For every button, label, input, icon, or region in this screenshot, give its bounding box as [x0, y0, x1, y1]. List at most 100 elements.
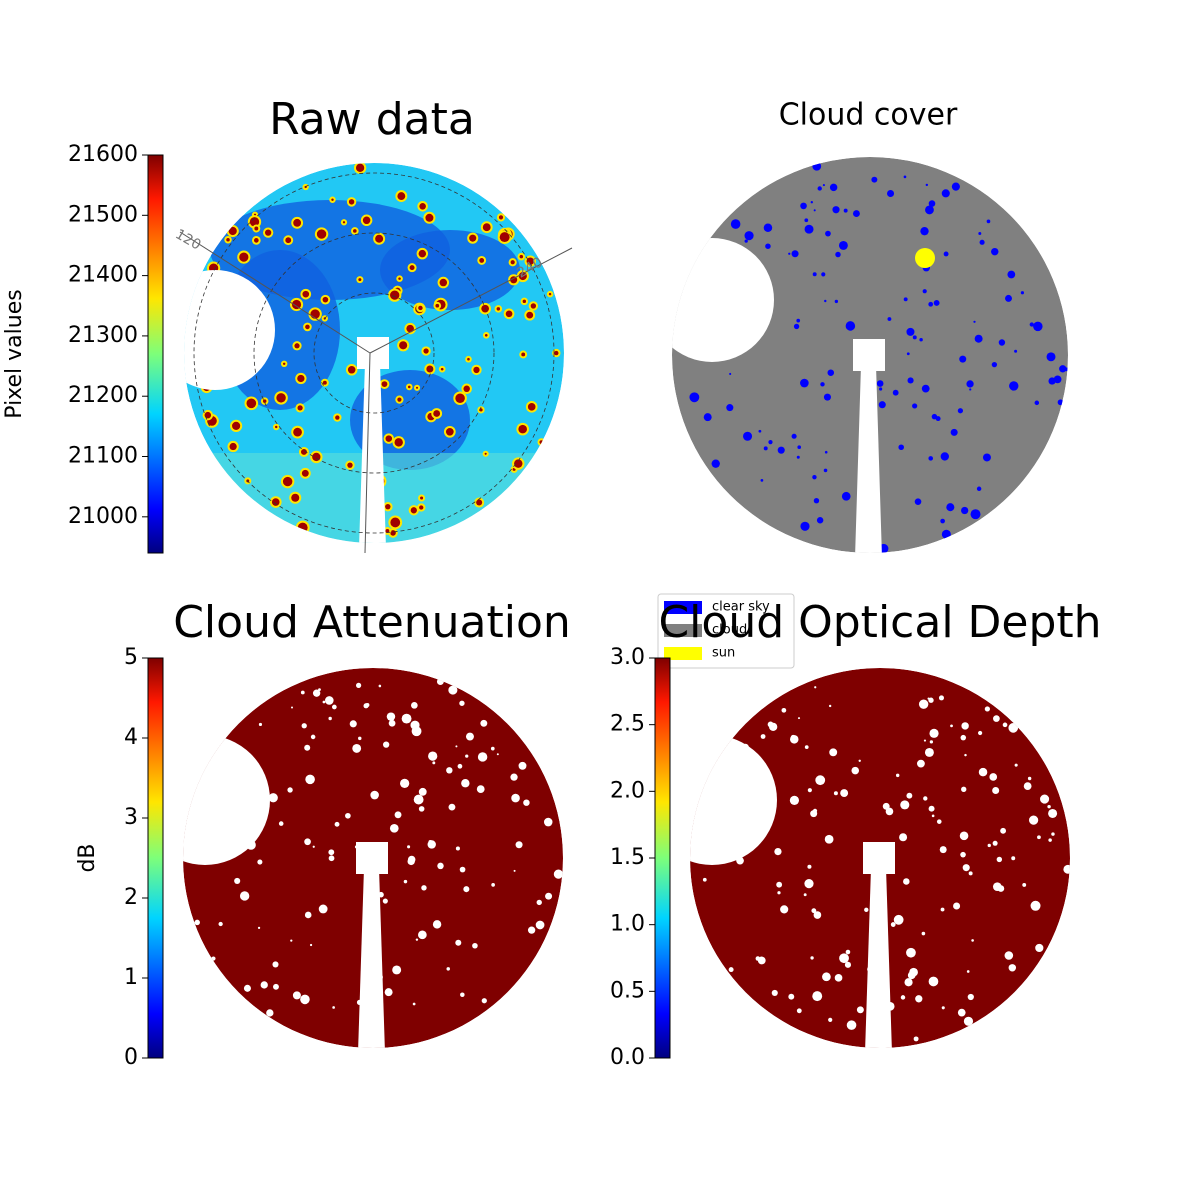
sky-spot: [381, 381, 388, 387]
sky-spot: [963, 1016, 974, 1026]
sky-notch: [690, 735, 777, 865]
sky-spot: [1002, 722, 1008, 728]
sky-spot: [921, 931, 926, 936]
sky-spot: [301, 723, 307, 729]
sky-spot: [1028, 815, 1039, 825]
sky-spot: [258, 722, 263, 727]
sky-spot: [992, 787, 1000, 795]
sky-spot: [1029, 322, 1034, 327]
sky-spot: [928, 976, 939, 987]
sky-spot: [472, 942, 478, 949]
sky-spot: [856, 1006, 864, 1014]
sky-spot: [793, 323, 800, 330]
sky-spot: [490, 746, 495, 751]
sky-spot: [496, 307, 501, 311]
sky-spot: [331, 198, 334, 201]
sky-spot: [455, 939, 462, 946]
sky-spot: [282, 476, 293, 487]
sky-spot: [828, 704, 832, 708]
sky-spot: [912, 403, 918, 409]
sky-spot: [514, 459, 523, 468]
sky-spot: [839, 953, 849, 964]
sky-spot: [810, 201, 813, 204]
sky-spot: [328, 855, 335, 862]
sky-spot: [959, 355, 967, 363]
sky-spot: [415, 386, 419, 389]
sky-spot: [455, 745, 458, 748]
sky-spot: [312, 689, 321, 697]
sky-spot: [482, 223, 491, 232]
sky-spot: [763, 223, 773, 233]
sky-spot: [436, 678, 444, 685]
sky-spot: [385, 503, 391, 510]
sky-spot: [510, 276, 518, 284]
sky-spot: [294, 343, 300, 349]
sky-spot: [291, 299, 302, 310]
sky-spot: [491, 883, 495, 887]
sky-spot: [816, 517, 824, 524]
sky-spot: [961, 722, 969, 730]
sky-spot: [726, 404, 734, 412]
sky-spot: [804, 218, 809, 223]
sky-spot: [243, 984, 251, 992]
sky-spot: [728, 967, 734, 973]
sky-spot: [957, 1008, 966, 1017]
colorbar-tick-label: 5: [124, 645, 138, 670]
sky-spot: [789, 795, 800, 805]
colorbar-tick-label: 0.0: [610, 1045, 645, 1070]
sky-spot: [804, 224, 814, 234]
sky-spot: [702, 877, 707, 882]
sky-spot: [518, 761, 527, 770]
sky-spot: [290, 939, 293, 942]
sky-spot: [951, 182, 960, 191]
sky-spot: [920, 226, 929, 236]
sky-spot: [815, 775, 826, 786]
sky-spot: [427, 840, 436, 849]
sky-spot: [913, 1036, 919, 1042]
colorbar-label: dB: [75, 843, 100, 872]
sky-notch: [672, 238, 774, 362]
sky-spot: [260, 981, 268, 989]
polar-grid: [253, 232, 495, 474]
sky-spot: [211, 956, 216, 961]
colorbar-tick-label: 21100: [68, 444, 138, 469]
sky-spot: [352, 743, 362, 753]
sky-spot: [923, 739, 927, 742]
sky-spot: [852, 210, 860, 218]
sky-spot: [941, 189, 950, 198]
sky-spot: [328, 849, 335, 856]
sky-spot: [356, 682, 362, 688]
sky-spot: [527, 926, 536, 934]
sky-spot: [439, 278, 448, 287]
sky-spot: [804, 745, 809, 749]
sky-spot: [974, 334, 983, 343]
sky-spot: [392, 965, 402, 975]
sky-spot: [964, 753, 967, 757]
sky-spot: [900, 995, 906, 1000]
sky-spot: [938, 695, 945, 701]
sky-spot: [331, 704, 337, 710]
sky-spot: [939, 846, 947, 854]
sky-spot: [970, 509, 981, 520]
panel-title: Cloud Optical Depth: [658, 597, 1101, 648]
colorbar-tick-label: 1.0: [610, 912, 645, 937]
sky-spot: [473, 366, 480, 374]
sky-spot: [375, 234, 384, 243]
sky-spot: [1059, 365, 1067, 373]
sky-spot: [460, 992, 465, 997]
sky-spot: [760, 479, 764, 482]
sky-spot: [931, 814, 935, 818]
sky-spot: [907, 971, 916, 980]
sky-spot: [399, 341, 408, 350]
legend-label: sun: [712, 646, 735, 661]
sky-spot: [810, 956, 814, 960]
sky-spot: [822, 972, 831, 982]
sky-spot: [746, 232, 750, 235]
colorbar-tick-label: 2: [124, 885, 138, 910]
sky-spot: [812, 808, 818, 813]
sky-spot: [304, 838, 311, 846]
sky-spot: [304, 911, 312, 919]
sky-spot: [419, 505, 424, 510]
sky-spot: [829, 183, 838, 192]
sky-spot: [765, 243, 771, 249]
